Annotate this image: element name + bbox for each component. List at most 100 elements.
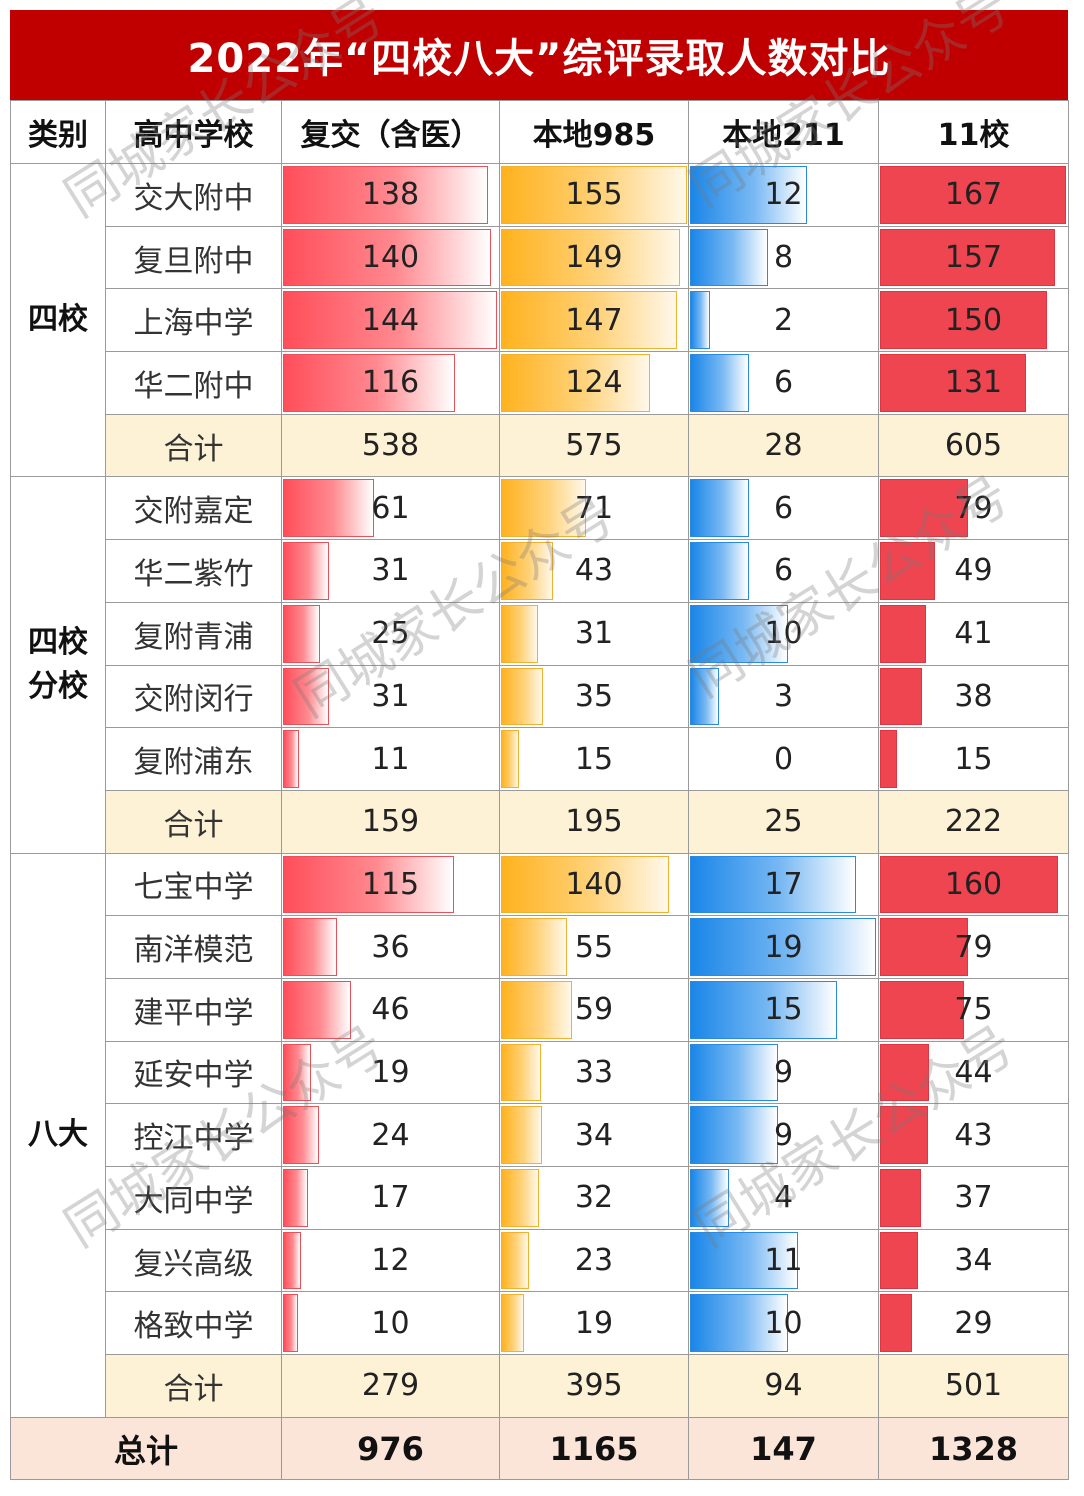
eleven-value: 15 bbox=[954, 741, 993, 777]
fujiao-cell: 115 bbox=[281, 852, 500, 917]
fujiao-value: 138 bbox=[361, 177, 420, 213]
fujiao-value: 12 bbox=[371, 1243, 410, 1279]
local985-data-bar bbox=[501, 855, 669, 914]
eleven-data-bar bbox=[880, 918, 968, 976]
local211-data-bar bbox=[690, 918, 876, 976]
eleven-data-bar bbox=[880, 228, 1055, 287]
local211-value: 17 bbox=[764, 866, 803, 902]
table-row: 上海中学 144 147 2 150 bbox=[11, 288, 1069, 353]
local985-value: 32 bbox=[574, 1180, 614, 1216]
local985-cell: 140 bbox=[499, 852, 689, 917]
local985-data-bar bbox=[501, 730, 519, 788]
eleven-data-bar bbox=[880, 1231, 918, 1290]
eleven-cell: 43 bbox=[878, 1103, 1069, 1167]
fujiao-data-bar bbox=[283, 291, 497, 350]
local985-cell: 35 bbox=[499, 664, 689, 729]
local985-value: 33 bbox=[574, 1054, 614, 1090]
local211-cell: 2 bbox=[688, 288, 879, 353]
subtotal-fujiao: 279 bbox=[281, 1354, 500, 1418]
local211-data-bar bbox=[690, 479, 749, 538]
eleven-data-bar bbox=[880, 479, 968, 538]
header-eleven: 11校 bbox=[878, 100, 1069, 164]
local211-data-bar bbox=[690, 1231, 798, 1290]
local985-data-bar bbox=[501, 604, 538, 663]
eleven-value: 37 bbox=[954, 1180, 993, 1216]
eleven-cell: 37 bbox=[878, 1166, 1069, 1230]
fujiao-data-bar bbox=[283, 855, 454, 914]
fujiao-cell: 140 bbox=[281, 225, 500, 290]
local985-data-bar bbox=[501, 542, 553, 600]
eleven-cell: 167 bbox=[878, 163, 1069, 227]
local985-value: 43 bbox=[574, 553, 614, 589]
fujiao-value: 17 bbox=[371, 1180, 410, 1216]
eleven-value: 167 bbox=[944, 177, 1003, 213]
fujiao-data-bar bbox=[283, 918, 337, 976]
fujiao-value: 31 bbox=[371, 678, 410, 714]
local985-data-bar bbox=[501, 1169, 539, 1227]
local211-value: 11 bbox=[764, 1243, 803, 1279]
school-name: 复附青浦 bbox=[105, 601, 282, 666]
fujiao-cell: 17 bbox=[281, 1166, 500, 1230]
category-label: 八大 bbox=[10, 852, 106, 1418]
grand-total-label: 总计 bbox=[10, 1416, 282, 1481]
local985-value: 19 bbox=[574, 1305, 614, 1341]
local211-value: 6 bbox=[773, 365, 794, 401]
fujiao-data-bar bbox=[283, 1169, 308, 1227]
school-name: 交大附中 bbox=[105, 163, 282, 227]
eleven-value: 150 bbox=[944, 302, 1003, 338]
header-local211: 本地211 bbox=[688, 100, 879, 164]
local985-value: 34 bbox=[574, 1117, 614, 1153]
subtotal-local985: 395 bbox=[499, 1354, 689, 1418]
comparison-table-container: 2022年“四校八大”综评录取人数对比 类别 高中学校 复交（含医） 本地985… bbox=[10, 0, 1069, 1481]
local211-cell: 4 bbox=[688, 1166, 879, 1230]
fujiao-data-bar bbox=[283, 1294, 298, 1353]
subtotal-label: 合计 bbox=[105, 789, 282, 854]
local985-value: 155 bbox=[565, 177, 623, 213]
table-row: 交附闵行 31 35 3 38 bbox=[11, 664, 1069, 729]
school-name: 交附嘉定 bbox=[105, 476, 282, 541]
table-row: 南洋模范 36 55 19 79 bbox=[11, 915, 1069, 979]
local211-data-bar bbox=[690, 855, 856, 914]
fujiao-cell: 24 bbox=[281, 1103, 500, 1167]
subtotal-fujiao: 159 bbox=[281, 789, 500, 854]
table-row: 八大 七宝中学 115 140 17 160 bbox=[10, 852, 1069, 1418]
eleven-data-bar bbox=[880, 1043, 929, 1102]
local211-data-bar bbox=[690, 604, 788, 663]
fujiao-cell: 46 bbox=[281, 977, 500, 1042]
eleven-cell: 41 bbox=[878, 601, 1069, 666]
local211-data-bar bbox=[690, 980, 837, 1039]
eleven-cell: 44 bbox=[878, 1040, 1069, 1105]
local211-value: 10 bbox=[764, 1305, 803, 1341]
fujiao-cell: 19 bbox=[281, 1040, 500, 1105]
local985-value: 71 bbox=[574, 490, 614, 526]
local985-data-bar bbox=[501, 354, 650, 412]
school-name: 华二附中 bbox=[105, 351, 282, 415]
eleven-value: 34 bbox=[954, 1243, 993, 1279]
local211-cell: 15 bbox=[688, 977, 879, 1042]
local985-cell: 34 bbox=[499, 1103, 689, 1167]
local211-data-bar bbox=[690, 354, 749, 412]
subtotal-row: 合计 538 575 28 605 bbox=[11, 413, 1069, 478]
local211-data-bar bbox=[690, 291, 710, 350]
eleven-cell: 79 bbox=[878, 476, 1069, 541]
local211-data-bar bbox=[690, 542, 749, 600]
local985-data-bar bbox=[501, 1043, 541, 1102]
subtotal-fujiao: 538 bbox=[281, 413, 500, 478]
table-row: 复附青浦 25 31 10 41 bbox=[11, 601, 1069, 666]
local211-data-bar bbox=[690, 667, 719, 726]
table-row: 控江中学 24 34 9 43 bbox=[11, 1103, 1069, 1167]
eleven-value: 131 bbox=[944, 365, 1003, 401]
local211-cell: 6 bbox=[688, 476, 879, 541]
subtotal-row: 合计 279 395 94 501 bbox=[11, 1354, 1069, 1418]
grand-total-fujiao: 976 bbox=[281, 1416, 500, 1481]
eleven-data-bar bbox=[880, 604, 926, 663]
local985-data-bar bbox=[501, 479, 586, 538]
local985-cell: 43 bbox=[499, 539, 689, 603]
school-name: 上海中学 bbox=[105, 288, 282, 353]
eleven-cell: 15 bbox=[878, 727, 1069, 791]
subtotal-label: 合计 bbox=[105, 1354, 282, 1418]
school-name: 延安中学 bbox=[105, 1040, 282, 1105]
fujiao-cell: 11 bbox=[281, 727, 500, 791]
local211-cell: 9 bbox=[688, 1040, 879, 1105]
local211-value: 9 bbox=[773, 1117, 794, 1153]
